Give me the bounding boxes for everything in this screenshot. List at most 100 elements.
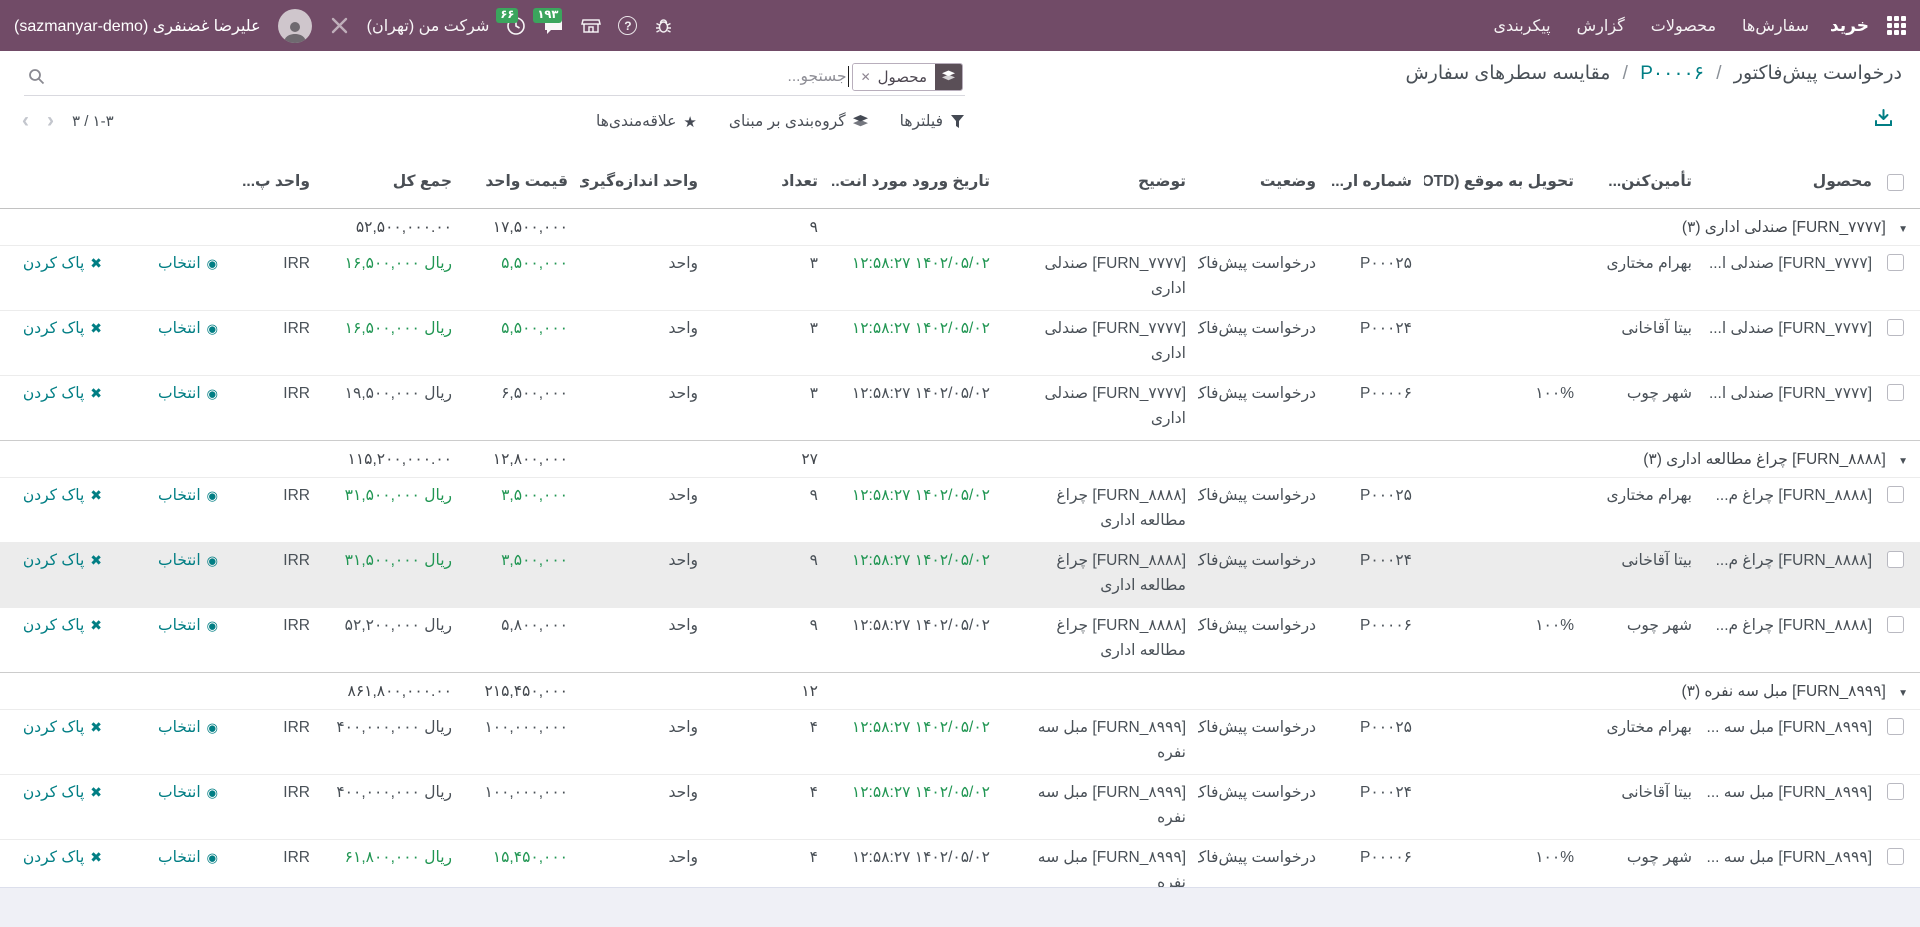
search-icon[interactable] [28, 68, 45, 85]
row-checkbox[interactable] [1887, 319, 1904, 337]
header-unit-price[interactable]: قیمت واحد [464, 160, 580, 209]
clear-button[interactable]: ✖ پاک کردن [23, 781, 102, 805]
bullseye-icon: ◉ [206, 618, 218, 634]
row-checkbox[interactable] [1887, 384, 1904, 402]
header-reference[interactable]: شماره ار... [1328, 160, 1424, 209]
company-switcher[interactable]: شرکت من (تهران) [366, 17, 490, 35]
clear-button[interactable]: ✖ پاک کردن [23, 846, 102, 870]
search-input[interactable]: جستجو... [787, 68, 847, 85]
favorites-button[interactable]: ★ علاقه‌مندی‌ها [596, 113, 697, 131]
table-row[interactable]: [FURN_۷۷۷۷] صندلی ا... شهر چوب ۱۰۰% P۰۰۰… [0, 375, 1920, 441]
tools-icon[interactable] [329, 15, 350, 36]
table-row[interactable]: [FURN_۸۹۹۹] مبل سه ... بهرام مختاری P۰۰۰… [0, 709, 1920, 775]
header-arrival-date[interactable]: تاریخ ورود مورد انت... [830, 160, 1002, 209]
header-product[interactable]: محصول [1704, 160, 1884, 209]
row-checkbox[interactable] [1887, 486, 1904, 504]
table-row-highlighted[interactable]: [FURN_۸۸۸۸] چراغ م... بیتا آقاخانی P۰۰۰۲… [0, 542, 1920, 608]
clear-button[interactable]: ✖ پاک کردن [23, 484, 102, 508]
header-total[interactable]: جمع کل [322, 160, 464, 209]
group-by-button[interactable]: گروه‌بندی بر مبنای [729, 112, 868, 131]
cell-product: [FURN_۸۹۹۹] مبل سه ... [1706, 784, 1872, 802]
row-checkbox[interactable] [1887, 718, 1904, 736]
user-avatar[interactable] [277, 8, 312, 43]
text-cursor [847, 66, 849, 87]
menu-configuration[interactable]: پیکربندی [1493, 17, 1551, 35]
cell-product: [FURN_۸۹۹۹] مبل سه ... [1706, 849, 1872, 867]
cell-qty: ۹ [809, 617, 818, 635]
row-checkbox[interactable] [1887, 616, 1904, 634]
cell-unit-price: ۱۵,۴۵۰,۰۰۰ [492, 849, 568, 867]
cell-status: درخواست پیش‌فاک... [1198, 719, 1316, 737]
pager-next-icon[interactable]: › [47, 109, 54, 132]
help-icon[interactable]: ? [618, 16, 638, 35]
export-download-icon[interactable] [1873, 108, 1894, 128]
table-row[interactable]: [FURN_۸۸۸۸] چراغ م... بهرام مختاری P۰۰۰۲… [0, 477, 1920, 543]
filters-button[interactable]: فیلترها [900, 112, 965, 131]
select-all-checkbox[interactable] [1887, 174, 1904, 191]
cell-total: ۳۱,۵۰۰,۰۰۰ ریال [344, 552, 452, 570]
header-description[interactable]: توضیح [1002, 160, 1198, 209]
group-row[interactable]: ▼ [FURN_۷۷۷۷] صندلی اداری (۳) ۹ ۱۷,۵۰۰,۰… [0, 208, 1920, 246]
group-row[interactable]: ▼ [FURN_۸۹۹۹] مبل سه نفره (۳) ۱۲ ۲۱۵,۴۵۰… [0, 672, 1920, 710]
group-agg-unit-price: ۱۲,۸۰۰,۰۰۰ [492, 451, 568, 469]
header-uom[interactable]: واحد اندازه‌گیری [580, 160, 710, 209]
clear-button[interactable]: ✖ پاک کردن [23, 382, 102, 406]
storefront-icon[interactable] [581, 16, 602, 35]
menu-orders[interactable]: سفارش‌ها [1742, 17, 1809, 35]
clear-button[interactable]: ✖ پاک کردن [23, 614, 102, 638]
breadcrumb-parent[interactable]: درخواست پیش‌فاکتور [1733, 63, 1902, 84]
row-checkbox[interactable] [1887, 848, 1904, 866]
select-button[interactable]: ◉ انتخاب [158, 484, 218, 508]
user-menu[interactable]: علیرضا غضنفری (sazmanyar-demo) [14, 17, 261, 35]
header-qty[interactable]: تعداد [710, 160, 830, 209]
header-supplier[interactable]: تأمین‌کنن... [1586, 160, 1704, 209]
group-row[interactable]: ▼ [FURN_۸۸۸۸] چراغ مطالعه اداری (۳) ۲۷ ۱… [0, 440, 1920, 478]
clear-button[interactable]: ✖ پاک کردن [23, 716, 102, 740]
table-row[interactable]: [FURN_۷۷۷۷] صندلی ا... بیتا آقاخانی P۰۰۰… [0, 310, 1920, 376]
breadcrumb-record[interactable]: P۰۰۰۰۶ [1640, 63, 1704, 84]
messages-icon[interactable]: ۱۹۳ [533, 7, 564, 36]
pager-counter[interactable]: ۳ / ۱-۳ [72, 112, 114, 130]
cell-currency: IRR [283, 617, 310, 635]
table-row[interactable]: [FURN_۸۹۹۹] مبل سه ... شهر چوب ۱۰۰% P۰۰۰… [0, 839, 1920, 905]
select-button[interactable]: ◉ انتخاب [158, 716, 218, 740]
header-status[interactable]: وضعیت [1198, 160, 1328, 209]
select-button[interactable]: ◉ انتخاب [158, 382, 218, 406]
activities-count-badge: ۶۶ [496, 7, 519, 23]
menu-reporting[interactable]: گزارش [1576, 17, 1625, 35]
cell-uom: واحد [668, 617, 698, 635]
app-menu-purchase[interactable]: خرید [1829, 15, 1869, 35]
bug-icon[interactable] [654, 16, 673, 35]
select-button[interactable]: ◉ انتخاب [158, 781, 218, 805]
search-bar[interactable]: محصول ✕ جستجو... [24, 58, 965, 96]
clear-button[interactable]: ✖ پاک کردن [23, 549, 102, 573]
select-button[interactable]: ◉ انتخاب [158, 549, 218, 573]
clear-button[interactable]: ✖ پاک کردن [23, 317, 102, 341]
cell-otd: ۱۰۰% [1535, 849, 1574, 867]
cell-arrival-date: ۱۲:۵۸:۲۷ ۱۴۰۲/۰۵/۰۲ [851, 320, 990, 338]
facet-remove-icon[interactable]: ✕ [860, 69, 871, 84]
select-button[interactable]: ◉ انتخاب [158, 846, 218, 870]
header-otd[interactable]: تحویل به موقع (OTD) [1424, 160, 1586, 209]
clear-x-icon: ✖ [90, 385, 102, 402]
clear-button[interactable]: ✖ پاک کردن [23, 252, 102, 276]
row-checkbox[interactable] [1887, 254, 1904, 272]
cell-reference: P۰۰۰۲۵ [1360, 719, 1412, 737]
table-row[interactable]: [FURN_۷۷۷۷] صندلی ا... بهرام مختاری P۰۰۰… [0, 245, 1920, 311]
select-button[interactable]: ◉ انتخاب [158, 614, 218, 638]
cell-otd: ۱۰۰% [1535, 385, 1574, 403]
menu-products[interactable]: محصولات [1650, 17, 1717, 35]
row-checkbox[interactable] [1887, 551, 1904, 569]
row-checkbox[interactable] [1887, 783, 1904, 801]
pager-previous-icon[interactable]: ‹ [22, 109, 29, 132]
table-row[interactable]: [FURN_۸۸۸۸] چراغ م... شهر چوب ۱۰۰% P۰۰۰۰… [0, 607, 1920, 673]
header-currency[interactable]: واحد پ... [230, 160, 322, 209]
cell-description: [FURN_۸۹۹۹] مبل سه نفره [1037, 784, 1186, 826]
activities-clock-icon[interactable]: ۶۶ [496, 7, 526, 36]
cell-product: [FURN_۷۷۷۷] صندلی ا... [1708, 255, 1872, 273]
select-button[interactable]: ◉ انتخاب [158, 252, 218, 276]
select-button[interactable]: ◉ انتخاب [158, 317, 218, 341]
apps-grid-icon[interactable] [1887, 16, 1906, 35]
group-agg-unit-price: ۲۱۵,۴۵۰,۰۰۰ [484, 683, 568, 701]
table-row[interactable]: [FURN_۸۹۹۹] مبل سه ... بیتا آقاخانی P۰۰۰… [0, 774, 1920, 840]
